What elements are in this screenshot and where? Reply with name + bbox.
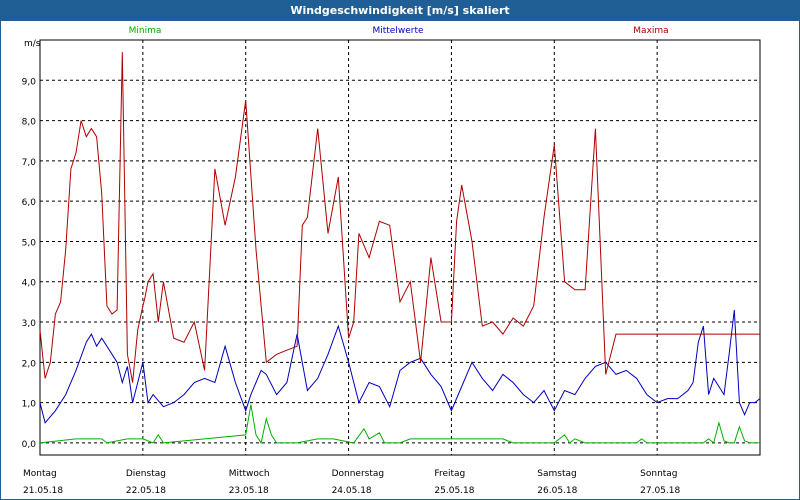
plot-area [39, 39, 761, 456]
y-tick-label: 1,0 [22, 400, 37, 410]
x-tick-date: 25.05.18 [434, 486, 474, 496]
x-tick-day: Dienstag [126, 469, 166, 479]
x-tick-date: 22.05.18 [126, 486, 166, 496]
series-line-minima [39, 404, 760, 445]
x-tick-day: Sonntag [640, 469, 677, 479]
y-tick-label: 6,0 [22, 198, 37, 208]
legend-minima: Minima [129, 26, 162, 36]
series-line-maxima [39, 52, 760, 383]
chart-title: Windgeschwindigkeit [m/s] skaliert [1, 1, 799, 21]
y-tick-label: 2,0 [22, 359, 37, 369]
x-tick-day: Freitag [434, 469, 465, 479]
y-tick-label: 0,0 [22, 440, 37, 450]
y-axis: 0,0 1,0 2,0 3,0 4,0 5,0 6,0 7,0 8,0 9,0 m/s [22, 39, 41, 450]
y-tick-label: 8,0 [22, 118, 37, 128]
x-tick-date: 24.05.18 [332, 486, 372, 496]
series-line-mittelwerte [39, 309, 761, 424]
series-lines [39, 52, 761, 445]
y-tick-label: 4,0 [22, 279, 37, 289]
x-tick-day: Mittwoch [229, 469, 270, 479]
x-tick-date: 27.05.18 [640, 486, 680, 496]
legend: Minima Mittelwerte Maxima [129, 26, 669, 36]
x-tick-day: Donnerstag [332, 469, 385, 479]
legend-maxima: Maxima [633, 26, 668, 36]
x-tick-date: 23.05.18 [229, 486, 269, 496]
x-tick-date: 21.05.18 [23, 486, 63, 496]
y-axis-label: m/s [24, 39, 41, 49]
x-tick-day: Samstag [537, 469, 576, 479]
x-tick-date: 26.05.18 [537, 486, 577, 496]
y-tick-label: 9,0 [22, 77, 37, 87]
grid [40, 40, 760, 455]
x-tick-day: Montag [23, 469, 57, 479]
x-axis: Montag 21.05.18 Dienstag 22.05.18 Mittwoch 23… [23, 469, 680, 496]
y-tick-label: 5,0 [22, 238, 37, 248]
y-tick-label: 3,0 [22, 319, 37, 329]
legend-mittelwerte: Mittelwerte [372, 26, 423, 36]
y-tick-label: 7,0 [22, 158, 37, 168]
